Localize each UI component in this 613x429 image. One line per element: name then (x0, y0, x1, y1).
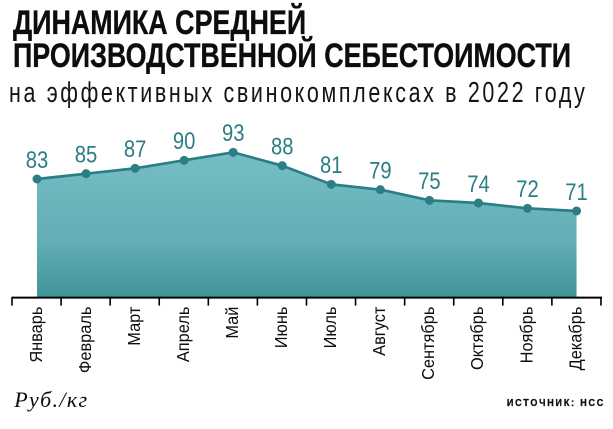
svg-text:Февраль: Февраль (74, 307, 95, 374)
svg-text:Август: Август (368, 306, 389, 355)
svg-text:83: 83 (26, 146, 48, 173)
svg-text:79: 79 (369, 157, 391, 184)
svg-text:Июль: Июль (319, 307, 340, 349)
svg-text:93: 93 (222, 120, 244, 147)
svg-text:88: 88 (271, 133, 293, 160)
svg-text:Май: Май (221, 307, 242, 339)
svg-text:Октябрь: Октябрь (466, 307, 487, 370)
svg-text:Январь: Январь (25, 307, 46, 363)
svg-text:81: 81 (320, 152, 342, 179)
svg-text:90: 90 (173, 128, 195, 155)
svg-text:Ноябрь: Ноябрь (516, 307, 537, 364)
svg-text:72: 72 (516, 176, 538, 203)
svg-text:Июнь: Июнь (270, 307, 291, 349)
svg-text:87: 87 (124, 136, 146, 163)
svg-text:Декабрь: Декабрь (565, 307, 586, 371)
svg-text:71: 71 (565, 178, 587, 205)
svg-text:75: 75 (418, 168, 440, 195)
svg-text:Апрель: Апрель (172, 307, 193, 363)
svg-text:85: 85 (75, 141, 97, 168)
svg-text:Сентябрь: Сентябрь (417, 307, 438, 380)
svg-text:Март: Март (123, 306, 144, 345)
svg-text:74: 74 (467, 170, 489, 197)
